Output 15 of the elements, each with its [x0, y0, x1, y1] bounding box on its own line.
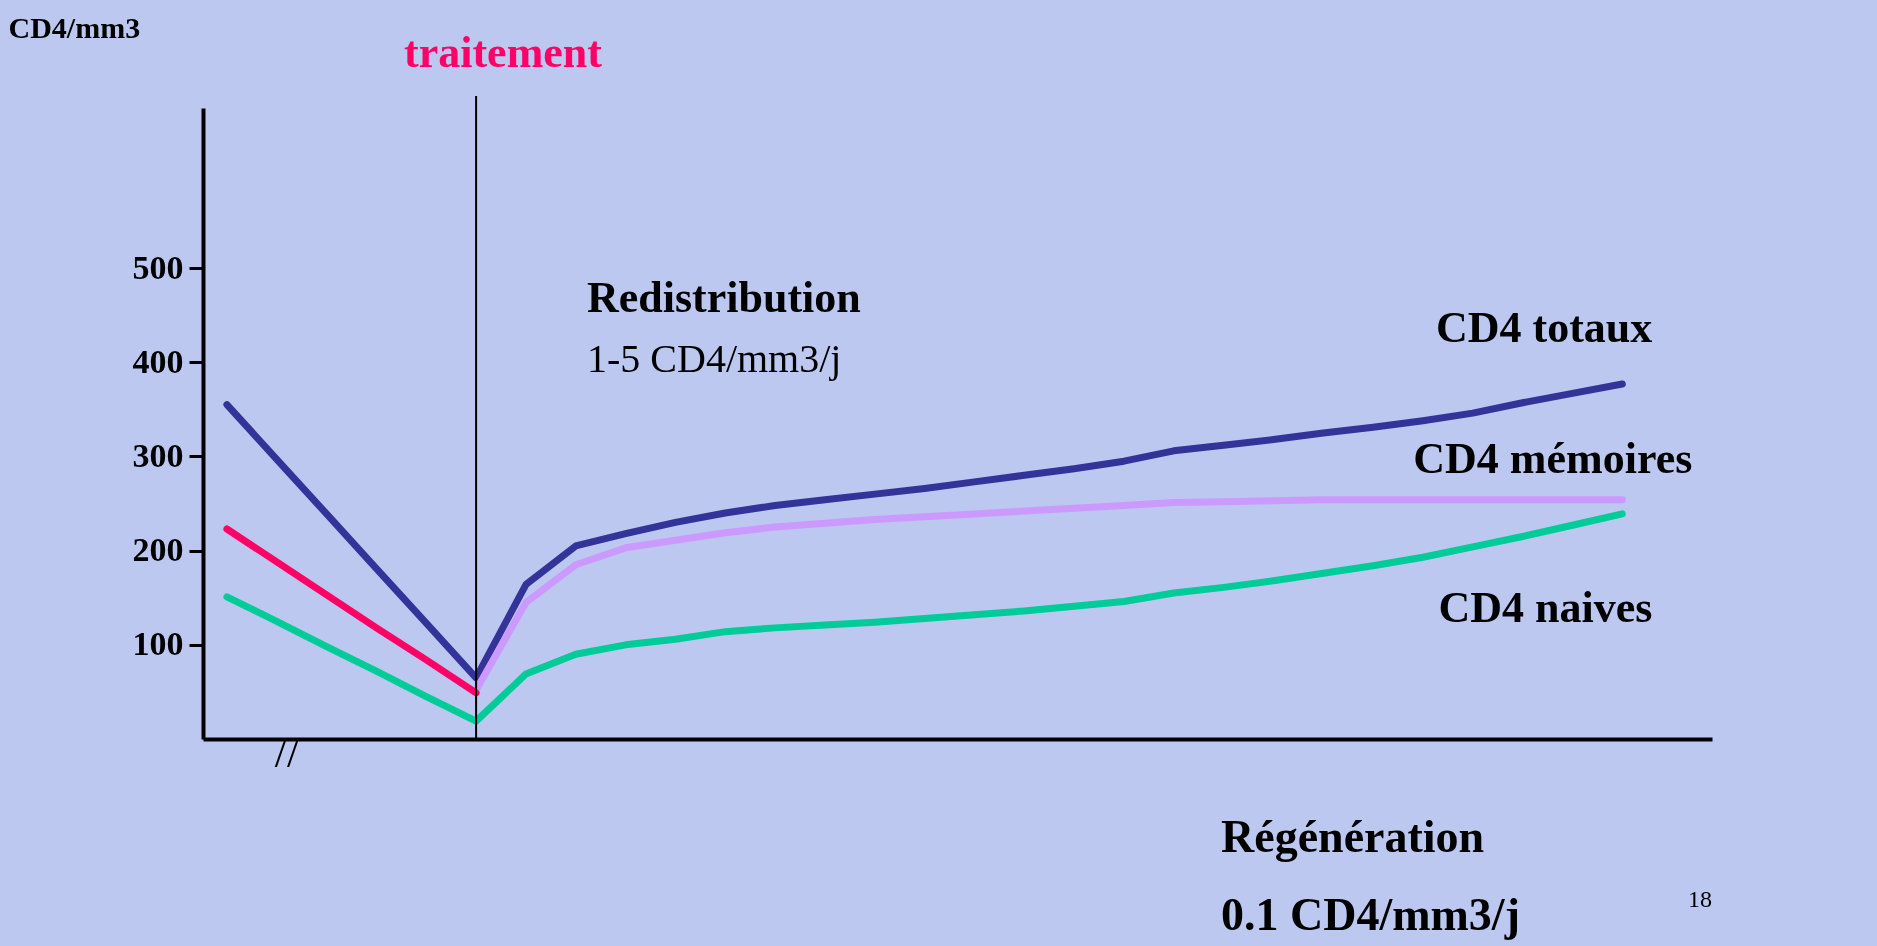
series-label: CD4 naives [1438, 582, 1653, 632]
text: Régénération [1221, 811, 1485, 862]
y-tick-label: 400 [132, 342, 184, 380]
y-tick-label: 100 [132, 625, 184, 663]
y-tick-label: 300 [132, 436, 184, 474]
y-tick-label: 500 [132, 248, 184, 286]
annotation: Redistribution [587, 273, 861, 322]
y-axis-title: CD4/mm3 [8, 10, 141, 44]
annotation: 1-5 CD4/mm3/j [587, 336, 842, 381]
y-tick-label: 200 [132, 531, 184, 569]
text: 18 [1688, 886, 1712, 912]
series-label: CD4 mémoires [1413, 433, 1693, 483]
text: traitement [404, 28, 603, 77]
series-label: CD4 totaux [1435, 302, 1653, 352]
text: 0.1 CD4/mm3/j [1221, 889, 1520, 940]
